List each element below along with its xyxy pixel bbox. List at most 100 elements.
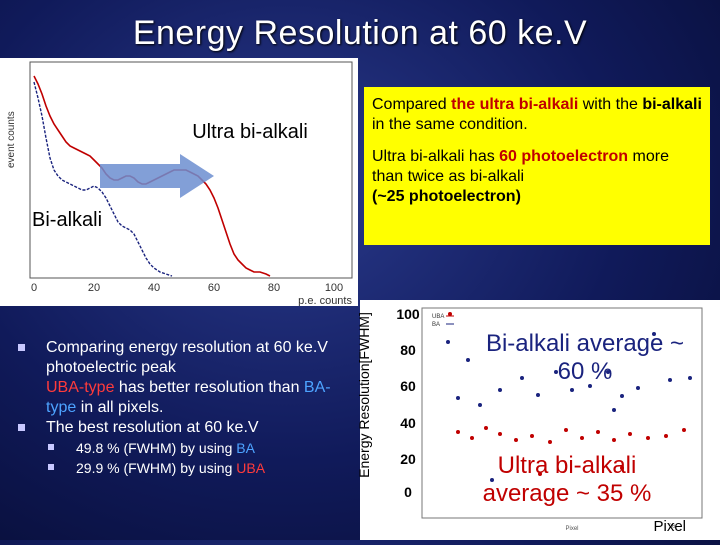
bullet-square-icon [18,424,25,431]
ba-point [668,378,672,382]
spectrum-plot: event counts 0 20 40 60 80 100 p.e. coun… [0,58,358,307]
ba-average-annotation: Bi-alkali average ~ 60 % [485,330,685,385]
shift-arrow [100,154,214,198]
y-tick: 40 [400,415,416,431]
ba-point [456,396,460,400]
bullet-item: The best resolution at 60 ke.V [18,418,348,438]
ba-point [498,388,502,392]
callout-text: with the [578,96,643,113]
bullet-text: in all pixels. [76,399,164,416]
spectrum-xlabel: p.e. counts [298,295,352,306]
legend-uba: UBA [432,314,444,320]
ba-point [554,370,558,374]
spectrum-x-tick: 40 [148,282,160,294]
uba-point [448,312,452,316]
pixel-ticks: 96 [669,524,676,530]
bullet-square-icon [48,444,54,450]
uba-point [682,428,686,432]
legend-ba: BA [432,322,440,328]
uba-point [596,430,600,434]
resolution-svg: UBA BA 96 [421,307,703,532]
callout-text: Ultra bi-alkali has [372,148,500,165]
ba-point [606,370,610,374]
uba-term: UBA [236,460,266,476]
ba-point [588,384,592,388]
page-title: Energy Resolution at 60 ke.V [132,14,588,52]
uba-point [646,436,650,440]
y-tick: 0 [404,484,412,500]
uba-points [448,312,686,476]
spectrum-svg: event counts 0 20 40 60 80 100 p.e. coun… [6,61,353,307]
spectrum-x-tick: 80 [268,282,280,294]
ba-point [652,332,656,336]
spectrum-frame [29,61,353,279]
sub-bullet-item: 29.9 % (FWHM) by using UBA [18,458,348,478]
sub-bullet-item: 49.8 % (FWHM) by using BA [18,438,348,458]
uba-point [538,472,542,476]
ba-point [446,340,450,344]
ba-point [620,394,624,398]
uba-term: UBA-type [46,379,115,396]
uba-point [664,434,668,438]
uba-point [580,436,584,440]
uba-point [620,466,624,470]
ba-point [520,376,524,380]
uba-curve-label: Ultra bi-alkali [192,121,308,143]
ba-spectrum-curve [33,81,173,277]
resolution-plot: UBA BA 96 [360,300,720,540]
uba-point [470,436,474,440]
uba-point [564,428,568,432]
ba-term: BA [236,440,255,456]
spectrum-x-tick: 100 [325,282,343,294]
uba-point [628,432,632,436]
uba-point [514,438,518,442]
bullet-text: The best resolution at 60 ke.V [46,419,259,436]
y-tick: 80 [400,342,416,358]
spectrum-x-tick: 20 [88,282,100,294]
ba-point [612,408,616,412]
spectrum-ylabel: event counts [6,111,17,168]
y-tick: 100 [396,306,420,322]
ba-point [466,358,470,362]
callout-highlight: bi-alkali [642,96,702,113]
callout-paragraph-1: Compared the ultra bi-alkali with the bi… [372,95,702,135]
callout-highlight: (~25 photoelectron) [372,188,521,205]
ba-point [478,403,482,407]
ba-points [446,332,692,482]
spectrum-x-ticks: 0 20 40 60 80 100 [31,282,343,294]
ba-point [570,388,574,392]
bullet-text: Comparing energy resolution at 60 ke.V p… [46,339,328,376]
spectrum-x-tick: 0 [31,282,37,294]
uba-point [456,430,460,434]
ba-curve-label: Bi-alkali [32,209,102,231]
resolution-ylabel: Energy Resolution[FWHM] [356,312,372,478]
callout-paragraph-2: Ultra bi-alkali has 60 photoelectron mor… [372,147,702,207]
uba-point [530,434,534,438]
ba-term: BA-type [46,379,331,416]
bullet-list: Comparing energy resolution at 60 ke.V p… [18,338,348,478]
callout-text: Compared [372,96,452,113]
callout-text: more than twice as bi-alkali [372,148,669,185]
comparison-callout: Compared the ultra bi-alkali with the bi… [364,87,710,245]
uba-point [498,432,502,436]
pixel-axis-label: Pixel [653,518,686,535]
ba-point [536,393,540,397]
pixel-small-label: Pixel [565,526,578,532]
ba-point [636,386,640,390]
uba-point [484,426,488,430]
callout-text: in the same condition. [372,116,528,133]
y-tick: 20 [400,451,416,467]
pixel-tick: 96 [669,524,676,530]
bullet-item: Comparing energy resolution at 60 ke.V p… [18,338,348,418]
y-tick: 60 [400,378,416,394]
callout-highlight: the ultra bi-alkali [451,96,579,113]
bullet-square-icon [48,464,54,470]
uba-point [612,438,616,442]
bullet-square-icon [18,344,25,351]
sub-bullet-text: 49.8 % (FWHM) by using [76,440,237,456]
callout-highlight: 60 photoelectron [499,148,629,165]
uba-point [548,440,552,444]
sub-bullet-text: 29.9 % (FWHM) by using [76,460,237,476]
spectrum-x-tick: 60 [208,282,220,294]
ba-point [490,478,494,482]
